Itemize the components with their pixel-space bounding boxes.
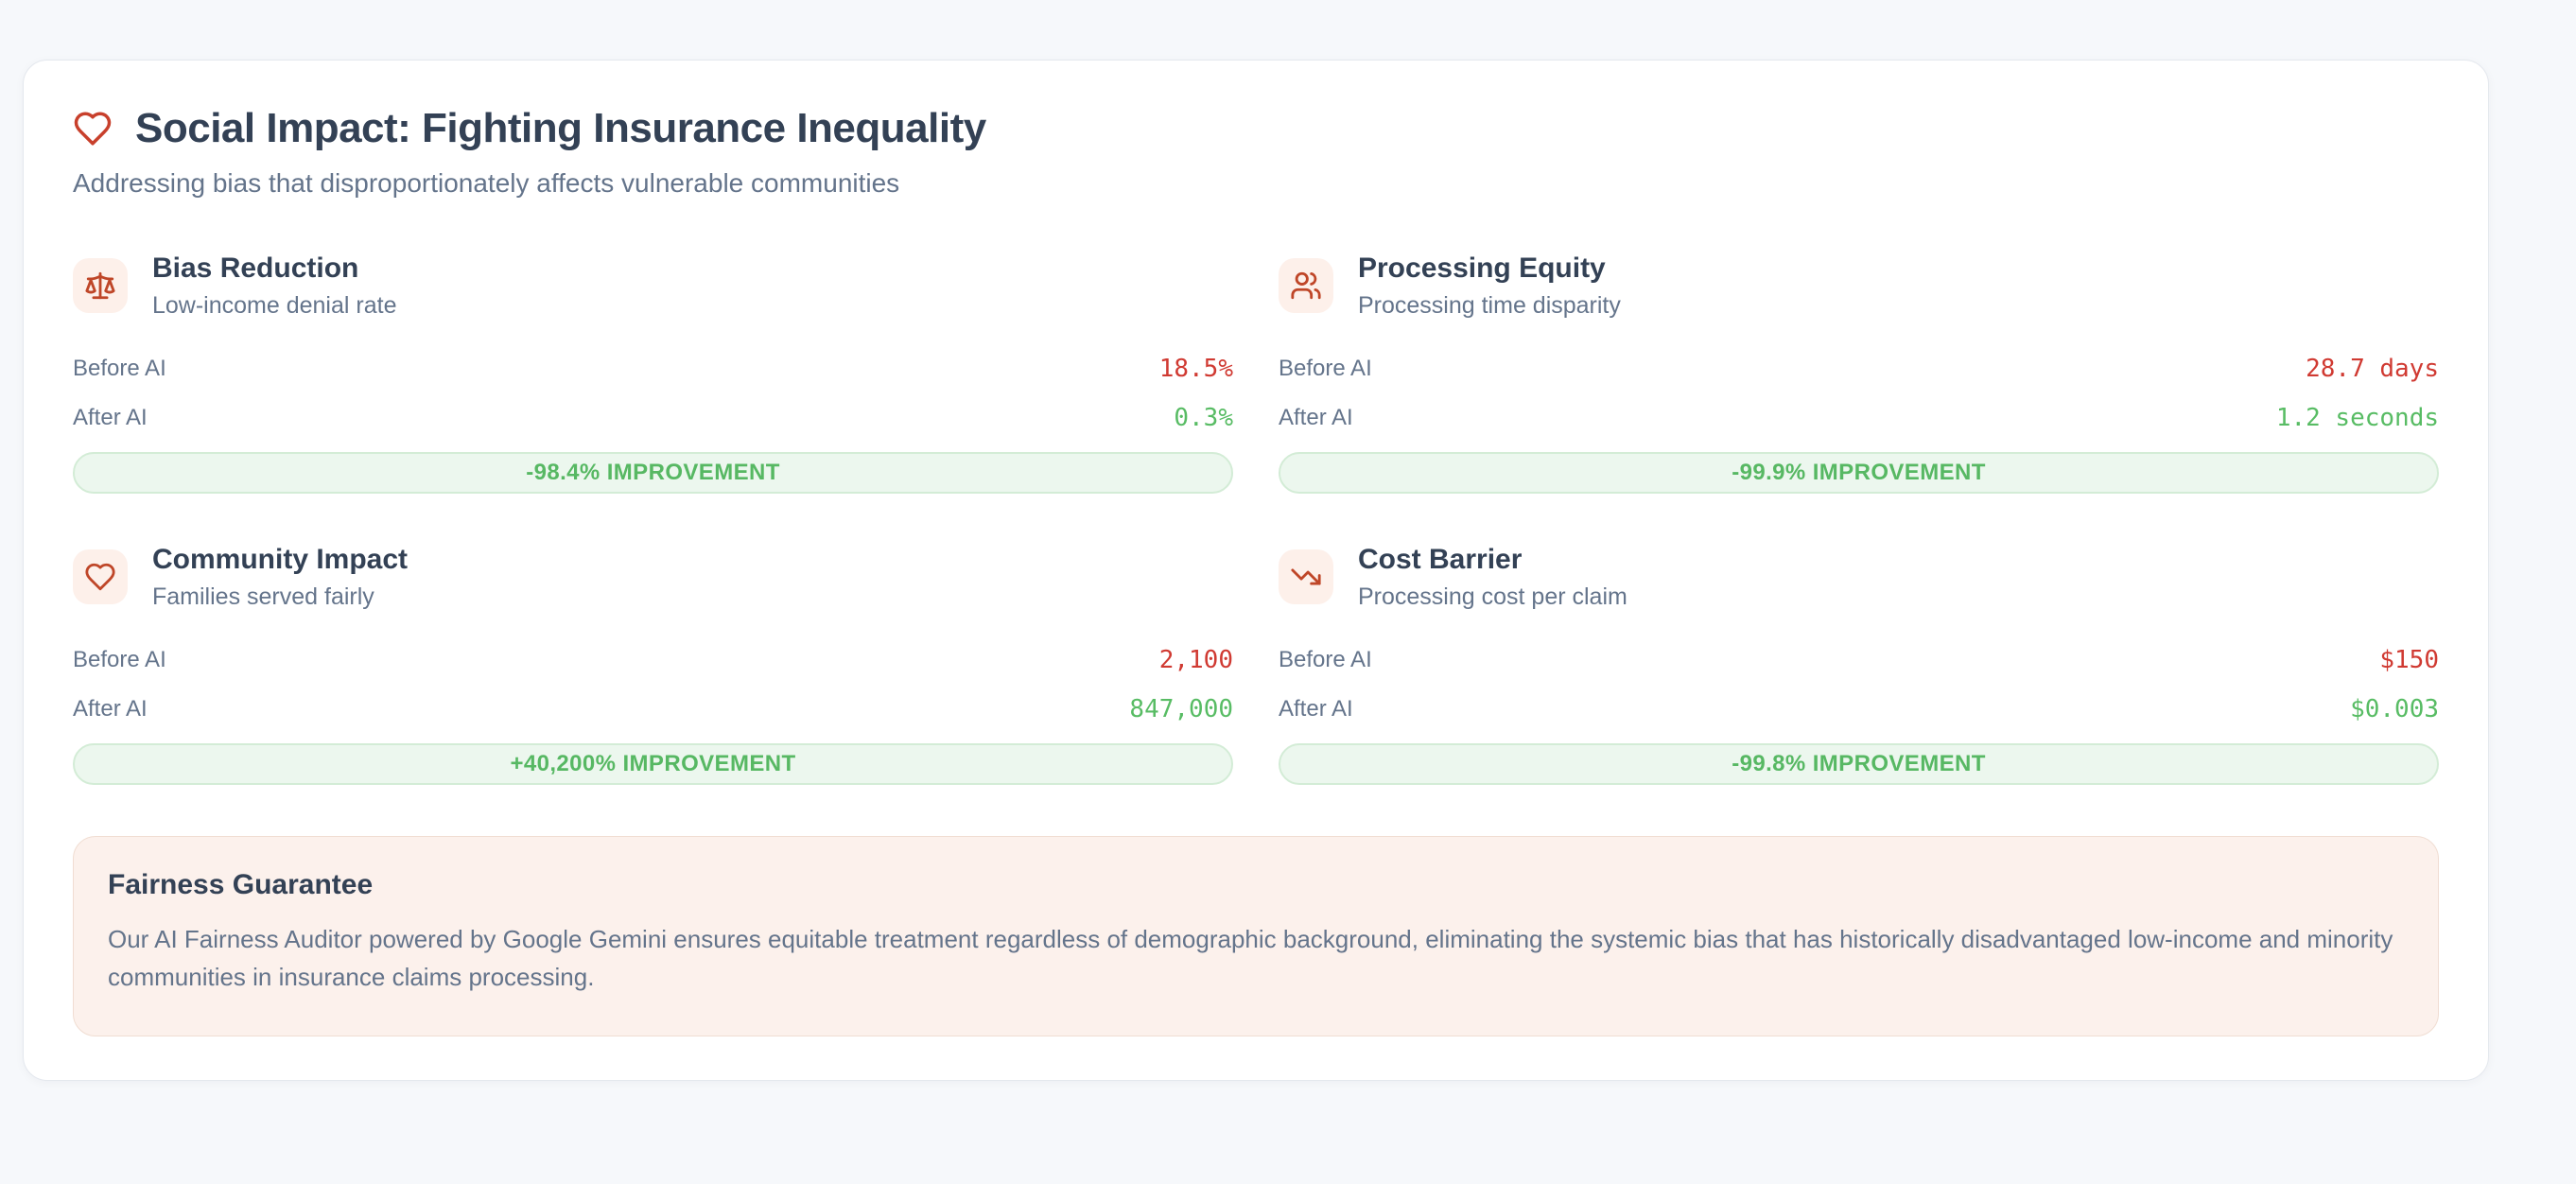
metric-title: Bias Reduction bbox=[152, 252, 359, 285]
after-ai-label: After AI bbox=[1279, 696, 1353, 723]
after-ai-value: $0.003 bbox=[2350, 695, 2439, 724]
metric-title: Processing Equity bbox=[1358, 252, 1606, 285]
fairness-guarantee-panel: Fairness Guarantee Our AI Fairness Audit… bbox=[73, 836, 2439, 1037]
users-icon bbox=[1279, 258, 1333, 314]
fairness-title: Fairness Guarantee bbox=[108, 869, 374, 901]
metric-subtitle: Processing cost per claim bbox=[1358, 583, 1627, 611]
metric-block: Cost Barrier Processing cost per claim B… bbox=[1279, 543, 2439, 786]
after-ai-value: 1.2 seconds bbox=[2275, 404, 2439, 433]
improvement-badge: +40,200% IMPROVEMENT bbox=[73, 743, 1233, 786]
fairness-body: Our AI Fairness Auditor powered by Googl… bbox=[108, 925, 2393, 992]
social-impact-card: Social Impact: Fighting Insurance Inequa… bbox=[23, 60, 2489, 1082]
improvement-badge: -98.4% IMPROVEMENT bbox=[73, 452, 1233, 495]
after-ai-row: After AI 1.2 seconds bbox=[1279, 393, 2439, 443]
trending-down-icon bbox=[1279, 549, 1333, 605]
metric-title: Cost Barrier bbox=[1358, 544, 1523, 576]
metric-block: Processing Equity Processing time dispar… bbox=[1279, 252, 2439, 495]
after-ai-label: After AI bbox=[1279, 405, 1353, 431]
before-ai-value: 28.7 days bbox=[2306, 355, 2439, 384]
improvement-badge: -99.9% IMPROVEMENT bbox=[1279, 452, 2439, 495]
after-ai-row: After AI 847,000 bbox=[73, 685, 1233, 734]
scale-icon bbox=[73, 258, 128, 314]
before-ai-label: Before AI bbox=[73, 356, 166, 382]
heart-icon bbox=[73, 549, 128, 605]
before-ai-row: Before AI 28.7 days bbox=[1279, 344, 2439, 393]
metric-block: Community Impact Families served fairly … bbox=[73, 543, 1233, 786]
heart-icon bbox=[74, 112, 112, 146]
after-ai-label: After AI bbox=[73, 405, 148, 431]
card-header: Social Impact: Fighting Insurance Inequa… bbox=[73, 104, 2439, 153]
before-ai-row: Before AI 2,100 bbox=[73, 636, 1233, 685]
metric-title: Community Impact bbox=[152, 544, 409, 576]
before-ai-row: Before AI 18.5% bbox=[73, 344, 1233, 393]
after-ai-label: After AI bbox=[73, 696, 148, 723]
page-title: Social Impact: Fighting Insurance Inequa… bbox=[135, 105, 986, 151]
before-ai-value: 18.5% bbox=[1158, 355, 1233, 384]
metric-subtitle: Processing time disparity bbox=[1358, 292, 1621, 320]
improvement-badge: -99.8% IMPROVEMENT bbox=[1279, 743, 2439, 786]
before-ai-row: Before AI $150 bbox=[1279, 636, 2439, 685]
after-ai-value: 847,000 bbox=[1129, 695, 1233, 724]
metric-subtitle: Low-income denial rate bbox=[152, 292, 397, 320]
after-ai-row: After AI $0.003 bbox=[1279, 685, 2439, 734]
before-ai-label: Before AI bbox=[1279, 356, 1372, 382]
page-subtitle: Addressing bias that disproportionately … bbox=[73, 167, 900, 198]
before-ai-label: Before AI bbox=[73, 647, 166, 673]
after-ai-row: After AI 0.3% bbox=[73, 393, 1233, 443]
metric-block: Bias Reduction Low-income denial rate Be… bbox=[73, 252, 1233, 495]
before-ai-label: Before AI bbox=[1279, 647, 1372, 673]
after-ai-value: 0.3% bbox=[1174, 404, 1233, 433]
metric-subtitle: Families served fairly bbox=[152, 583, 374, 611]
before-ai-value: $150 bbox=[2379, 646, 2439, 675]
before-ai-value: 2,100 bbox=[1158, 646, 1233, 675]
metrics-grid: Bias Reduction Low-income denial rate Be… bbox=[73, 252, 2439, 786]
